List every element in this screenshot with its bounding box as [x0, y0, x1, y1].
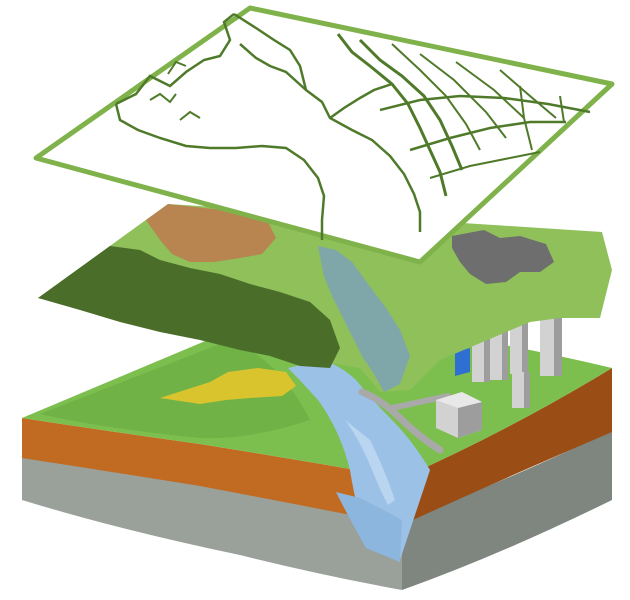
terrain-grass-shade — [40, 340, 310, 439]
river-front-face — [336, 492, 402, 562]
building-cube — [436, 392, 482, 438]
vector-plane — [33, 5, 615, 265]
river-highlight — [345, 420, 395, 505]
tower-5 — [512, 372, 530, 408]
city-buildings — [436, 308, 562, 438]
raster-brown-patch — [146, 204, 276, 262]
terrain-block — [22, 308, 612, 590]
raster-dark-green-patch — [38, 246, 340, 368]
terrain-soil-side — [402, 368, 612, 525]
vector-layer — [33, 5, 615, 265]
raster-gray-patch — [452, 230, 554, 284]
blue-building — [455, 348, 470, 376]
vector-inlets — [149, 60, 201, 121]
river-surface — [288, 360, 430, 560]
road-branch — [389, 393, 451, 411]
terrain-rock-front — [22, 455, 402, 590]
yellow-field — [160, 368, 296, 404]
terrain-rock-side — [402, 430, 612, 590]
raster-layer — [38, 204, 612, 392]
raster-river — [318, 246, 410, 392]
tower-1 — [472, 338, 490, 382]
tower-4 — [540, 318, 562, 376]
road-network — [358, 388, 444, 454]
vector-road-grid — [336, 33, 591, 197]
vector-river-branch — [239, 43, 393, 120]
terrain-soil-front — [22, 418, 402, 525]
